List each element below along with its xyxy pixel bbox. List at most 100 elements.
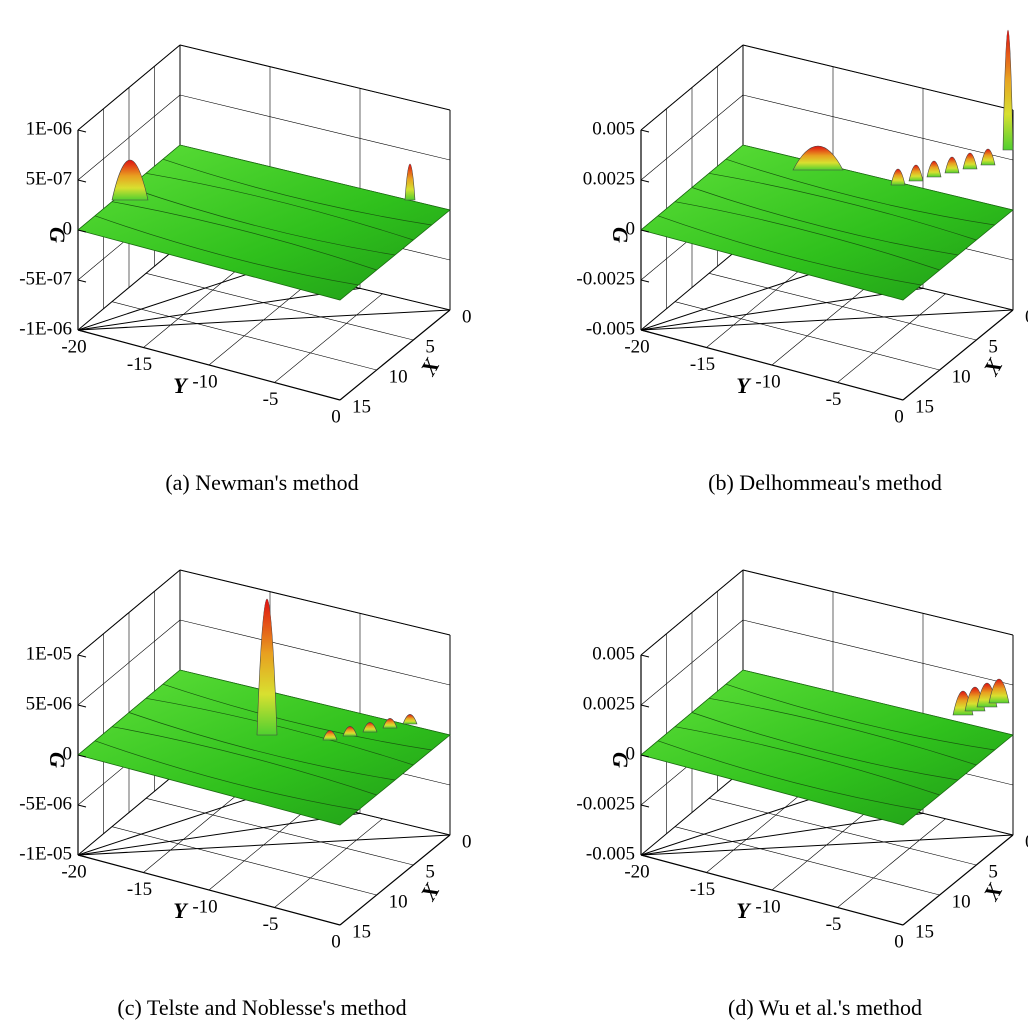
wall-grid xyxy=(742,94,1014,161)
contour xyxy=(674,726,940,796)
z-tick-label: 0 xyxy=(626,743,636,764)
surface-peak xyxy=(908,164,924,182)
contour xyxy=(162,158,432,226)
floor-grid xyxy=(706,786,811,873)
floor-grid xyxy=(837,818,946,908)
z-tick xyxy=(640,279,650,283)
z-tick-label: 0 xyxy=(626,218,636,239)
z-tick-label: -5E-06 xyxy=(19,793,72,814)
contour xyxy=(111,726,377,796)
floor-grid xyxy=(208,802,316,891)
y-tick-label: -5 xyxy=(263,914,279,935)
floor-grid xyxy=(274,293,383,383)
z-tick-label: 1E-05 xyxy=(26,643,72,664)
z-tick xyxy=(640,329,650,333)
floor-grid xyxy=(145,798,414,866)
caption: (a) Newman's method xyxy=(165,470,358,495)
x-tick-label: 5 xyxy=(425,861,435,882)
floor-grid xyxy=(143,786,248,873)
surface xyxy=(640,669,1014,826)
z-tick-label: -0.005 xyxy=(586,318,635,339)
z-tick xyxy=(640,229,650,233)
x-tick-label: 0 xyxy=(462,306,472,327)
floor-grid xyxy=(708,273,977,341)
surface-peak xyxy=(322,730,338,741)
panel: 1E-06 5E-07 0 -5E-07 -1E-06-20 -15 -10 -5 0 15 10 5… xyxy=(19,44,472,495)
y-tick-label: -20 xyxy=(624,336,649,357)
z-tick xyxy=(77,754,87,758)
y-tick-label: 0 xyxy=(331,406,341,427)
contour xyxy=(708,172,977,241)
contour xyxy=(145,697,414,766)
z-tick-label: -5E-07 xyxy=(19,268,72,289)
surface-peak xyxy=(404,163,416,201)
z-tick-label: 0 xyxy=(63,743,73,764)
contour xyxy=(725,158,995,226)
box-edge xyxy=(77,44,181,131)
surface-peak xyxy=(980,148,996,166)
y-tick-label: -15 xyxy=(127,879,152,900)
contour xyxy=(725,683,995,751)
box-edge xyxy=(179,569,451,636)
contour xyxy=(94,215,359,286)
floor-grid xyxy=(640,266,834,331)
axis-line xyxy=(339,834,451,926)
z-tick xyxy=(77,179,87,183)
surface-peak xyxy=(402,714,418,725)
z-tick-label: 5E-07 xyxy=(26,168,72,189)
floor-grid xyxy=(640,812,924,856)
contour xyxy=(162,683,432,751)
panel: 0.005 0.0025 0 -0.0025 -0.005-20 -15 -10 -5 0 15 1… xyxy=(576,569,1028,1020)
floor-grid xyxy=(771,802,879,891)
x-tick-label: 15 xyxy=(915,921,934,942)
y-axis-title: Y xyxy=(736,898,752,923)
z-tick xyxy=(77,704,87,708)
z-tick xyxy=(640,704,650,708)
surface-peak xyxy=(111,159,149,201)
surface-peak xyxy=(342,726,358,737)
surface-peak xyxy=(256,598,278,736)
x-tick-label: 10 xyxy=(389,891,408,912)
floor-grid xyxy=(77,834,451,856)
z-tick xyxy=(77,279,87,283)
surface-peak xyxy=(926,160,942,178)
caption: (b) Delhommeau's method xyxy=(708,470,942,495)
box-edge xyxy=(742,569,1014,636)
contour xyxy=(128,187,396,256)
contour xyxy=(128,712,396,781)
floor-grid xyxy=(640,834,1014,856)
box-edge xyxy=(179,44,451,111)
contour xyxy=(145,172,414,241)
x-tick-label: 10 xyxy=(952,891,971,912)
box-edge xyxy=(640,44,744,131)
x-tick-label: 15 xyxy=(915,396,934,417)
y-tick-label: -5 xyxy=(826,389,842,410)
axis-line xyxy=(77,329,341,401)
box-edge xyxy=(77,244,181,331)
y-tick-label: 0 xyxy=(331,931,341,952)
floor-grid xyxy=(837,293,946,383)
x-tick-label: 5 xyxy=(425,336,435,357)
box-edge xyxy=(640,569,744,656)
contour xyxy=(111,201,377,271)
surface-peak xyxy=(988,678,1010,704)
floor-grid xyxy=(640,791,834,856)
contour xyxy=(94,740,359,811)
surface xyxy=(77,669,451,826)
y-tick-label: -10 xyxy=(755,896,780,917)
y-tick-label: -5 xyxy=(263,389,279,410)
floor-grid xyxy=(77,812,361,856)
y-axis-title: Y xyxy=(736,373,752,398)
floor-grid xyxy=(77,791,271,856)
z-tick-label: -0.005 xyxy=(586,843,635,864)
z-tick-label: 5E-06 xyxy=(26,693,72,714)
z-tick-label: -0.0025 xyxy=(576,793,635,814)
contour xyxy=(691,712,959,781)
z-tick-label: 0 xyxy=(63,218,73,239)
x-tick-label: 15 xyxy=(352,921,371,942)
wall-grid xyxy=(742,619,1014,686)
z-axis-title: G xyxy=(608,752,633,768)
z-tick xyxy=(640,804,650,808)
caption: (d) Wu et al.'s method xyxy=(728,995,922,1020)
